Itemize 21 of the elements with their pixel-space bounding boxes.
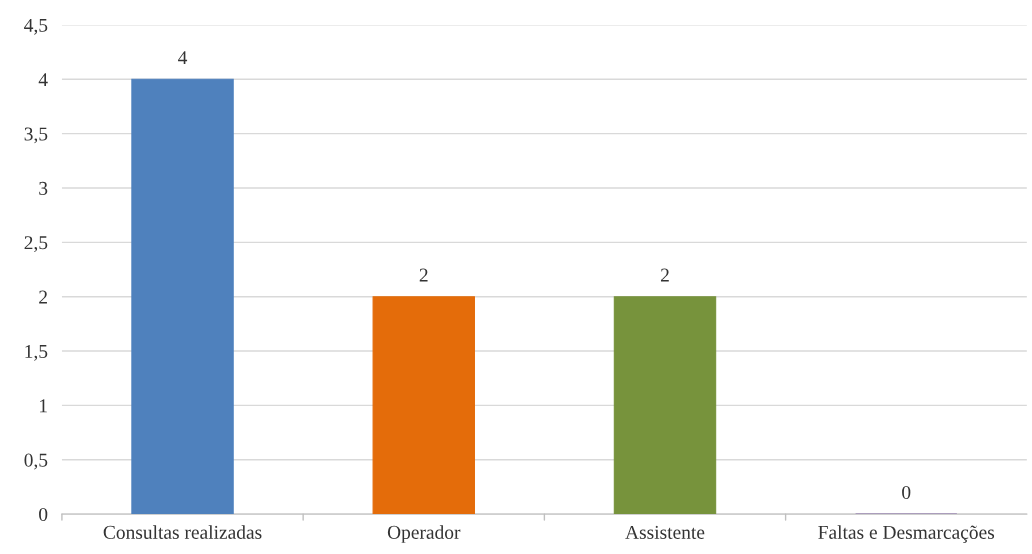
data-label: 2 <box>660 268 669 282</box>
x-tick-label: Faltas e Desmarcações <box>818 525 995 543</box>
y-tick-label: 4 <box>38 73 48 87</box>
y-tick-label: 3,5 <box>24 127 48 144</box>
y-tick-label: 1,5 <box>25 344 48 361</box>
x-tick-label: Consultas realizadas <box>103 525 262 539</box>
x-tick-label: Assistente <box>625 525 705 539</box>
data-label: 4 <box>178 51 188 65</box>
bar <box>613 296 717 515</box>
x-tick-label: Operador <box>387 525 461 543</box>
y-tick-label: 2 <box>39 290 47 304</box>
data-label: 2 <box>419 268 428 282</box>
y-tick-label: 1 <box>40 399 47 413</box>
y-tick-label: 4,5 <box>24 18 48 35</box>
y-tick-label: 0 <box>39 507 48 522</box>
data-label: 0 <box>902 485 911 500</box>
y-tick-label: 3 <box>39 181 48 195</box>
y-tick-label: 2,5 <box>24 236 48 253</box>
y-tick-label: 0,5 <box>24 453 48 470</box>
bar <box>372 296 475 515</box>
bar <box>131 78 234 515</box>
